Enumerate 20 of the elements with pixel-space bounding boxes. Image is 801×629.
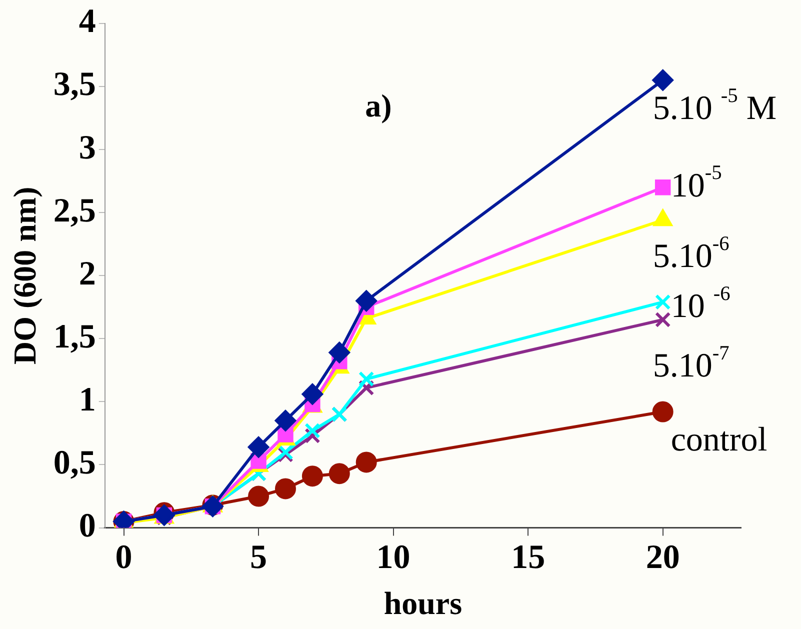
- text: a): [365, 88, 392, 124]
- y-tick-label: 0,5: [53, 444, 96, 482]
- y-tick-label: 0: [78, 508, 96, 545]
- y-tick-label: 2: [78, 255, 96, 292]
- x-tick-label: 0: [115, 538, 132, 576]
- x-axis-title: hours: [384, 585, 462, 622]
- series-label: 10 -6: [670, 282, 730, 326]
- x-tick-label: 10: [376, 538, 410, 576]
- series-label: control: [670, 422, 768, 459]
- y-tick-label: 2,5: [53, 192, 96, 230]
- y-tick-label: 1,5: [53, 318, 96, 356]
- x-tick-label: 15: [511, 538, 546, 576]
- x-tick-label: 5: [250, 538, 268, 576]
- x-tick-label: 20: [646, 538, 680, 576]
- y-tick-label: 1: [78, 381, 96, 418]
- y-axis-title: DO (600 nm): [6, 186, 42, 364]
- y-tick-label: 3,5: [53, 66, 96, 104]
- y-tick-label: 3: [78, 129, 96, 166]
- series-label: 5.10 -5 M: [652, 84, 777, 128]
- y-tick-label: 4: [78, 3, 96, 40]
